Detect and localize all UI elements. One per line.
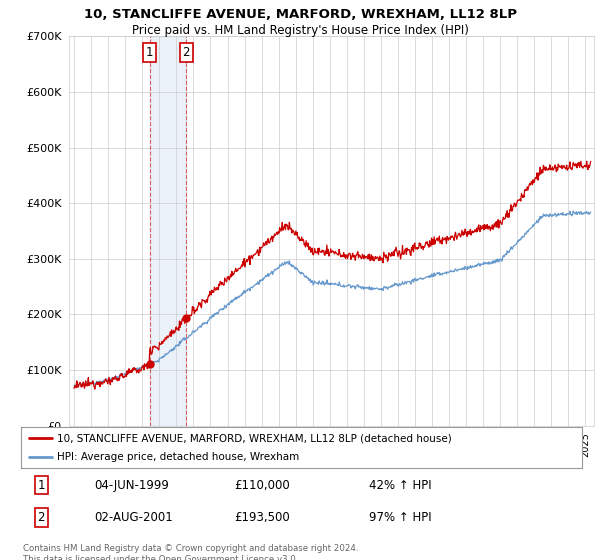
Text: £193,500: £193,500 (234, 511, 290, 524)
Bar (149, 36, 186, 426)
Text: 04-JUN-1999: 04-JUN-1999 (94, 479, 169, 492)
Text: 97% ↑ HPI: 97% ↑ HPI (369, 511, 431, 524)
Text: 10, STANCLIFFE AVENUE, MARFORD, WREXHAM, LL12 8LP: 10, STANCLIFFE AVENUE, MARFORD, WREXHAM,… (83, 8, 517, 21)
Text: Price paid vs. HM Land Registry's House Price Index (HPI): Price paid vs. HM Land Registry's House … (131, 24, 469, 37)
Text: Contains HM Land Registry data © Crown copyright and database right 2024.
This d: Contains HM Land Registry data © Crown c… (23, 544, 358, 560)
Text: 42% ↑ HPI: 42% ↑ HPI (369, 479, 431, 492)
Text: HPI: Average price, detached house, Wrexham: HPI: Average price, detached house, Wrex… (58, 452, 300, 461)
Text: 1: 1 (37, 479, 45, 492)
Text: 02-AUG-2001: 02-AUG-2001 (94, 511, 173, 524)
Text: £110,000: £110,000 (234, 479, 290, 492)
Text: 1: 1 (146, 46, 154, 59)
Text: 2: 2 (182, 46, 190, 59)
Text: 10, STANCLIFFE AVENUE, MARFORD, WREXHAM, LL12 8LP (detached house): 10, STANCLIFFE AVENUE, MARFORD, WREXHAM,… (58, 433, 452, 443)
Text: 2: 2 (37, 511, 45, 524)
